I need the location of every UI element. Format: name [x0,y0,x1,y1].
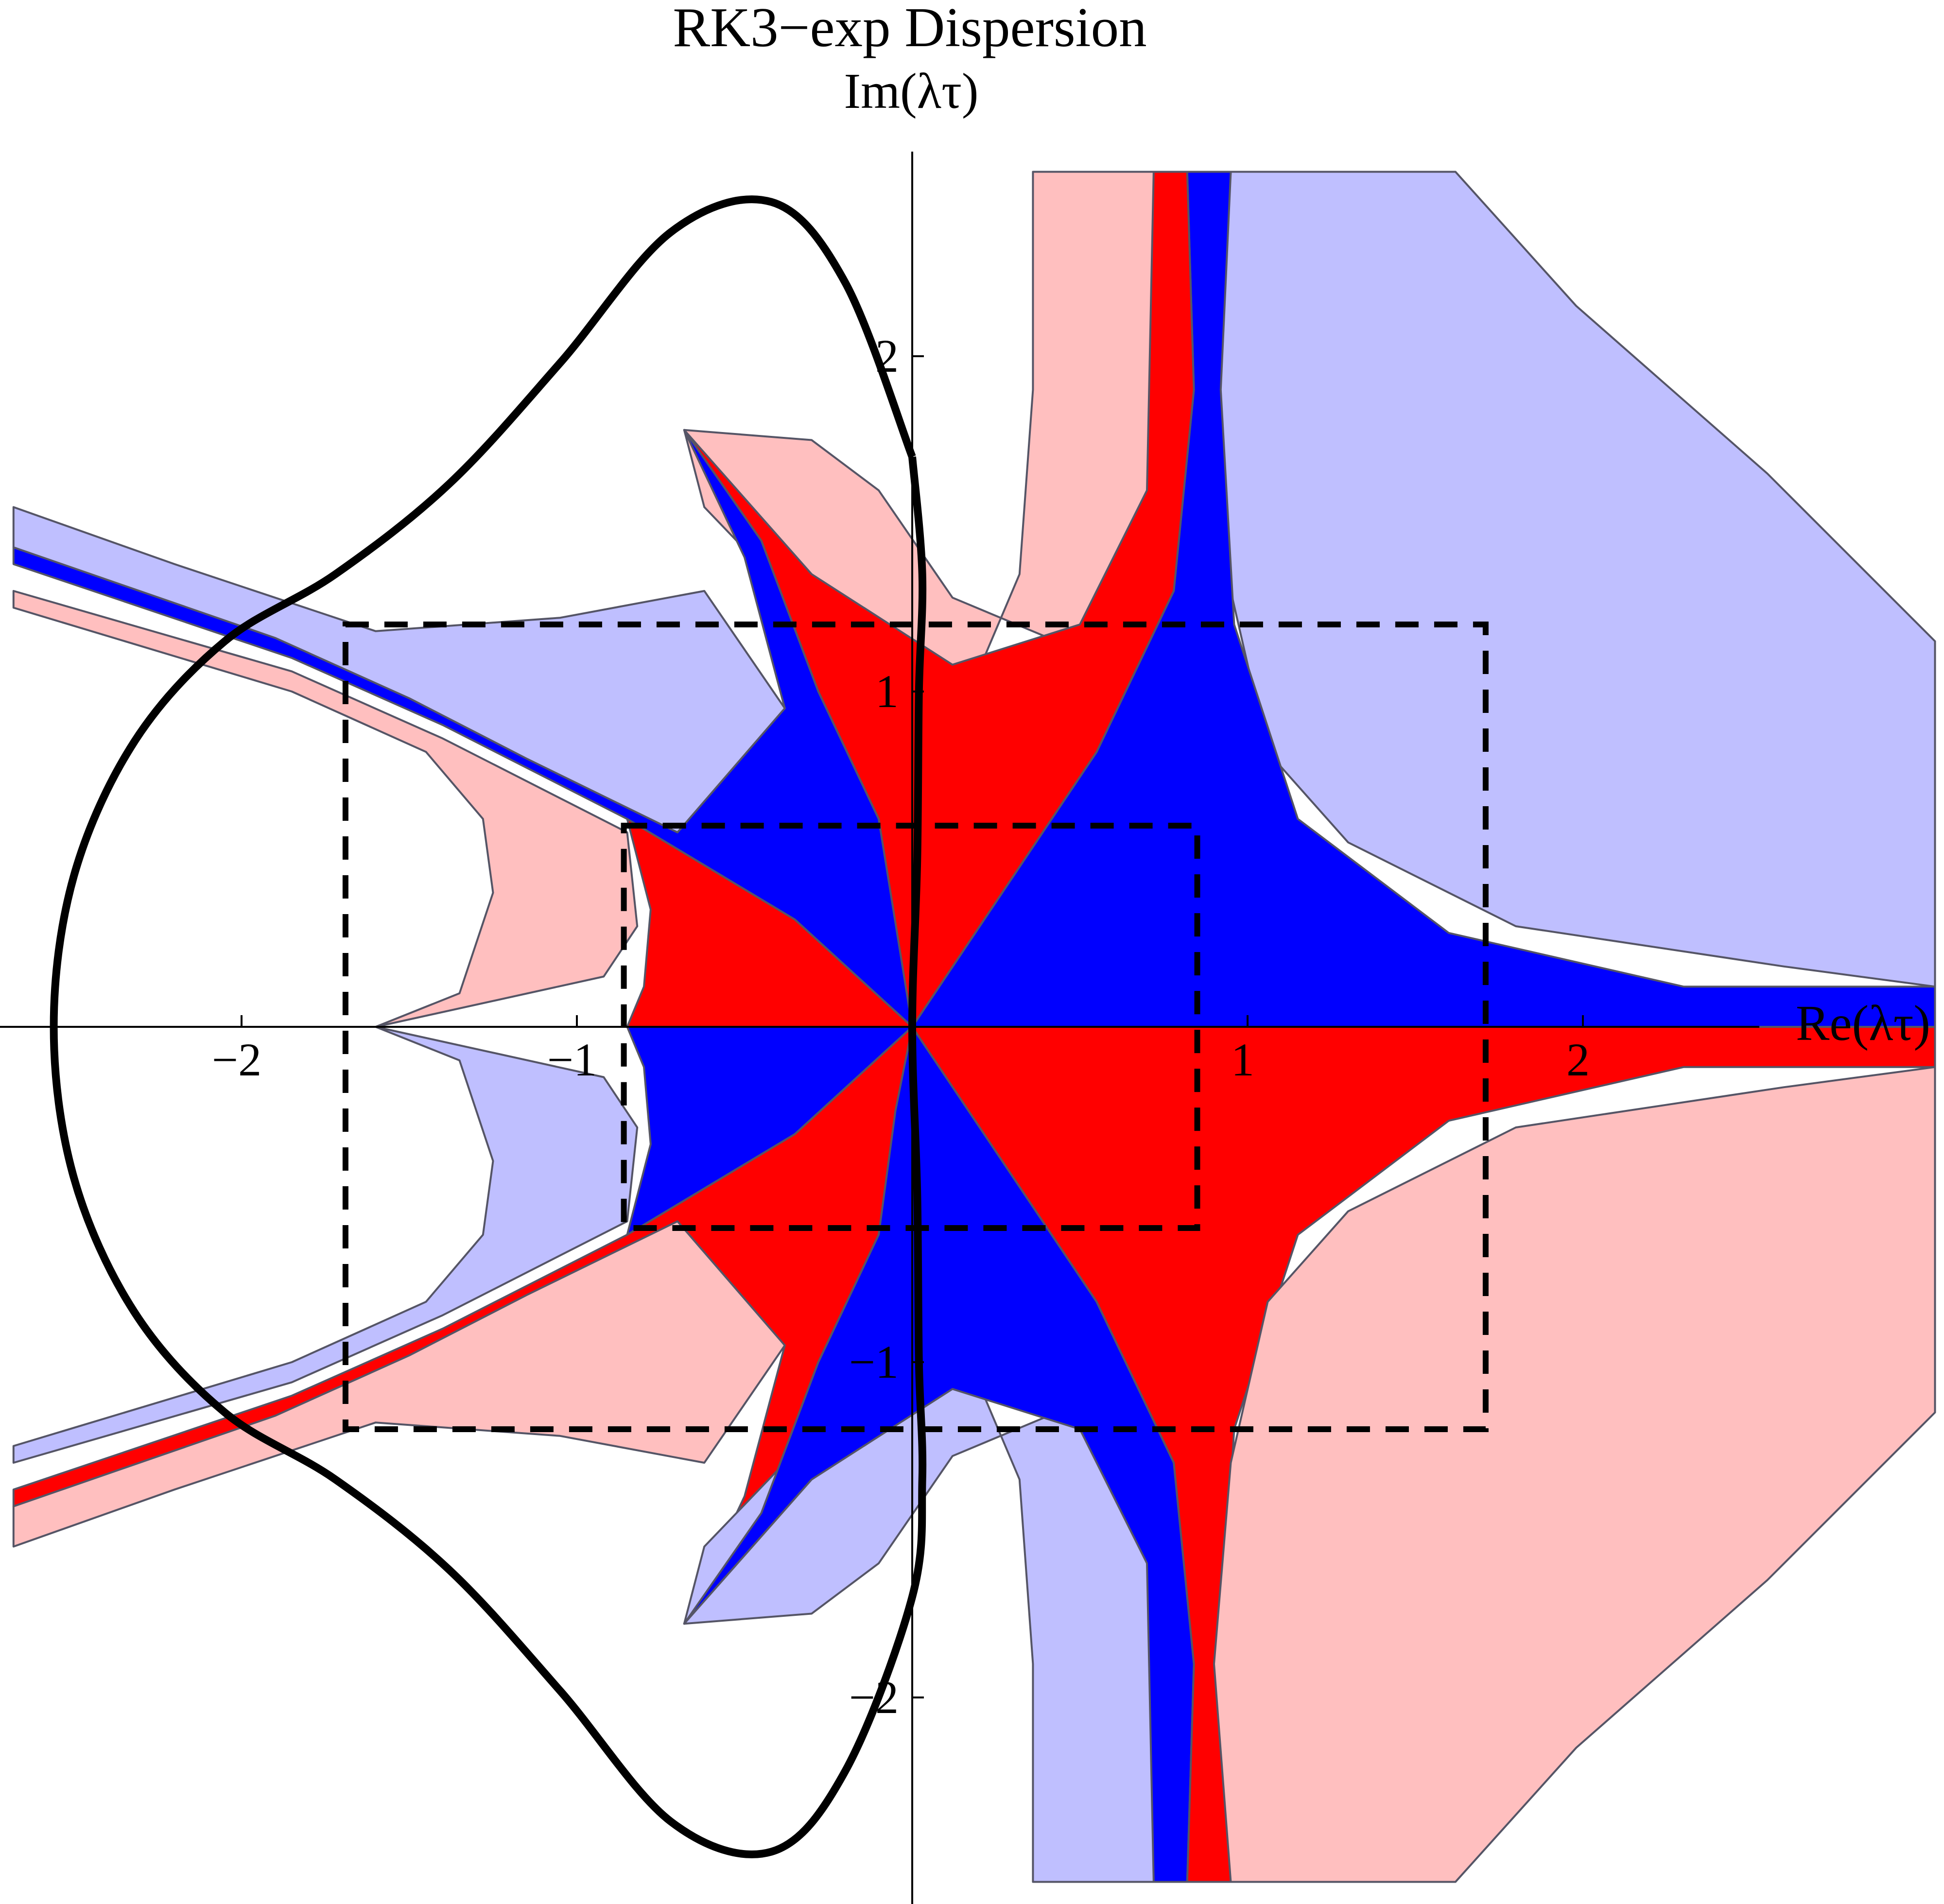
x-tick-label: 2 [1566,1034,1590,1086]
region-6 [12,590,639,1028]
x-tick-label: −1 [547,1034,597,1086]
region-15 [1213,1066,1936,1883]
y-tick-label: −1 [849,1336,899,1388]
y-axis-label: Im(λτ) [844,63,978,119]
dispersion-regions [12,171,1936,1883]
region-9 [12,1026,639,1464]
x-tick-label: 1 [1231,1034,1254,1086]
stability-boundary-curve [50,195,927,1858]
region-11 [12,1220,786,1548]
y-tick-label: 1 [875,665,899,717]
region-5 [12,506,786,833]
stability-boundary [50,195,927,1858]
x-tick-label: −2 [212,1034,261,1086]
x-axis-label: Re(λτ) [1796,995,1930,1051]
chart-title: RK3−exp Dispersion [673,0,1146,58]
tick-labels: −2 −1 1 221−1−2 [212,330,1590,1723]
